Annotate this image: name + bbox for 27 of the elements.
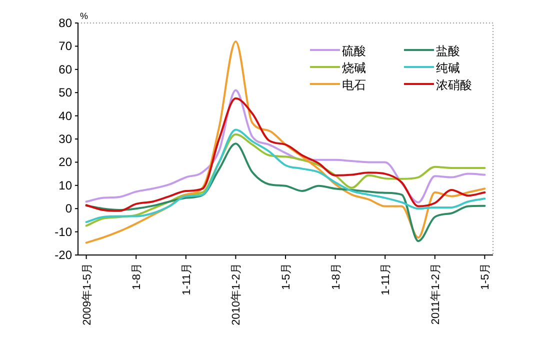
x-tick-label: 1-11月 bbox=[380, 263, 392, 296]
x-tick-label: 2011年1-2月 bbox=[430, 263, 442, 325]
legend-label: 硫酸 bbox=[342, 44, 366, 58]
y-tick-label: 60 bbox=[58, 62, 72, 76]
x-tick-label: 1-8月 bbox=[330, 263, 342, 290]
y-tick-label: 20 bbox=[58, 155, 72, 170]
y-tick-label: 10 bbox=[58, 178, 72, 192]
legend-label: 电石 bbox=[342, 78, 366, 92]
x-tick-label: 2009年1-5月 bbox=[81, 263, 94, 326]
y-tick-label: 40 bbox=[58, 108, 72, 123]
y-tick-label: 70 bbox=[58, 39, 72, 54]
y-axis-title: % bbox=[80, 11, 88, 21]
legend-label: 盐酸 bbox=[436, 44, 460, 58]
y-tick-label: -20 bbox=[54, 248, 72, 262]
y-tick-label: 30 bbox=[58, 132, 72, 146]
legend-label: 浓硝酸 bbox=[436, 78, 472, 92]
x-tick-label: 1-8月 bbox=[131, 263, 144, 290]
y-tick-label: 80 bbox=[58, 16, 72, 30]
x-tick-label: 1-11月 bbox=[180, 263, 193, 296]
legend-label: 烧碱 bbox=[342, 61, 366, 75]
legend-label: 纯碱 bbox=[436, 61, 460, 75]
y-tick-label: -10 bbox=[54, 224, 72, 239]
x-tick-label: 1-5月 bbox=[280, 263, 292, 290]
x-tick-label: 1-5月 bbox=[480, 263, 492, 290]
y-tick-label: 0 bbox=[65, 202, 72, 216]
x-tick-label: 2010年1-2月 bbox=[230, 263, 243, 326]
y-tick-label: 50 bbox=[58, 86, 72, 100]
